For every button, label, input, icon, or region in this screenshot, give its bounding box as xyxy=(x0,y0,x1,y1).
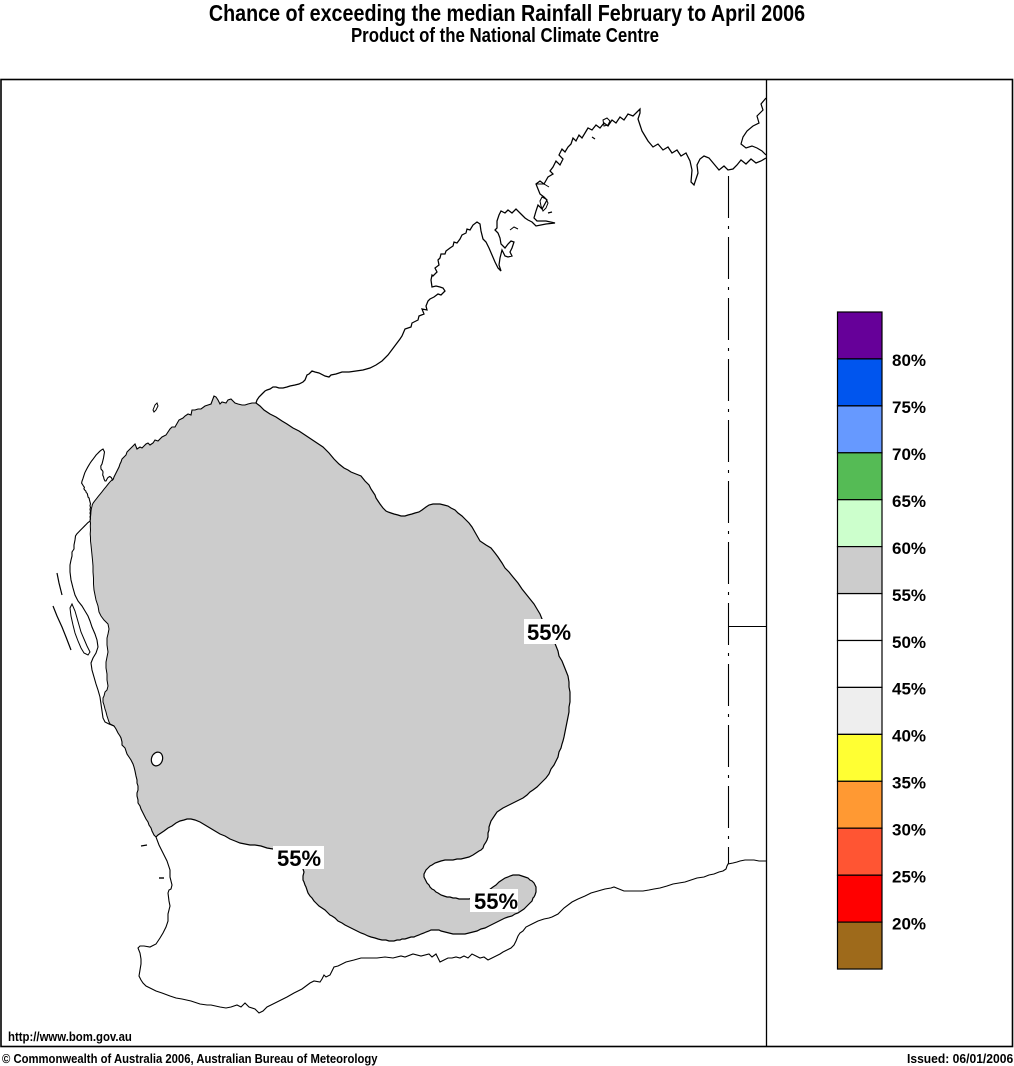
svg-text:40%: 40% xyxy=(892,727,926,746)
svg-text:75%: 75% xyxy=(892,398,926,417)
svg-text:35%: 35% xyxy=(892,774,926,793)
svg-text:55%: 55% xyxy=(892,586,926,605)
svg-text:55%: 55% xyxy=(474,889,518,914)
svg-text:25%: 25% xyxy=(892,868,926,887)
svg-text:50%: 50% xyxy=(892,633,926,652)
svg-text:80%: 80% xyxy=(892,351,926,370)
svg-text:60%: 60% xyxy=(892,539,926,558)
svg-text:55%: 55% xyxy=(277,846,321,871)
svg-text:30%: 30% xyxy=(892,821,926,840)
svg-text:20%: 20% xyxy=(892,914,926,933)
svg-text:45%: 45% xyxy=(892,680,926,699)
svg-text:70%: 70% xyxy=(892,445,926,464)
svg-text:65%: 65% xyxy=(892,492,926,511)
svg-text:55%: 55% xyxy=(527,620,571,645)
